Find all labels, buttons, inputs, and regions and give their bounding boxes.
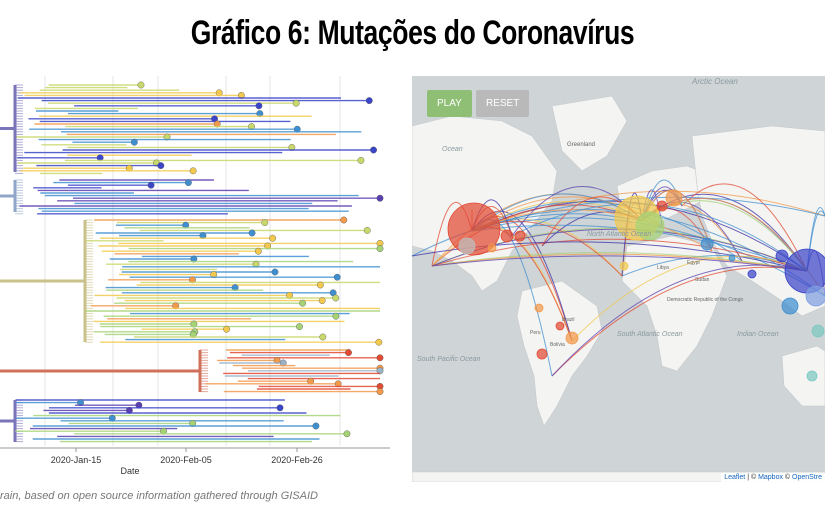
- attribution-separator: | ©: [745, 474, 759, 481]
- tree-tip: [184, 179, 192, 187]
- tree-tip: [332, 294, 340, 302]
- tree-tip: [248, 229, 256, 237]
- country-label-egypt: Egypt: [687, 260, 700, 266]
- tree-tip: [189, 167, 197, 175]
- tree-tip: [147, 181, 155, 189]
- transmission-arc: [681, 183, 808, 272]
- openstreetmap-link[interactable]: OpenStre: [792, 474, 822, 481]
- case-bubble[interactable]: [619, 261, 629, 271]
- country-label-peru: Peru: [530, 330, 541, 336]
- transmission-arc: [431, 255, 808, 272]
- tree-tip: [340, 216, 348, 224]
- ocean-label-south-pacific: South Pacific Ocean: [417, 356, 481, 363]
- country-label-drc: Democratic Republic of the Congo: [667, 297, 743, 303]
- case-bubble[interactable]: [500, 229, 514, 243]
- case-bubble[interactable]: [487, 243, 497, 253]
- tree-tip: [130, 138, 138, 146]
- tree-tip: [357, 157, 365, 164]
- country-label-libya: Libya: [657, 265, 669, 271]
- transmission-arc: [551, 266, 808, 377]
- tree-tip: [343, 430, 351, 438]
- transmission-arc: [571, 255, 808, 342]
- tree-tip: [370, 146, 377, 154]
- case-bubble[interactable]: [781, 297, 799, 315]
- tree-tip: [269, 234, 277, 242]
- ocean-label-left: Ocean: [442, 146, 463, 153]
- case-bubble[interactable]: [635, 211, 665, 241]
- tree-tip: [312, 422, 320, 430]
- transmission-arc: [471, 209, 713, 252]
- country-label-sudan: Sudan: [695, 277, 710, 283]
- tree-tip: [292, 99, 300, 107]
- greenland-landmass: [551, 95, 628, 172]
- tree-tick-label: 2020-Jan-15: [51, 455, 102, 465]
- tree-tip: [296, 323, 303, 331]
- case-bubble[interactable]: [656, 200, 668, 212]
- transmission-map[interactable]: Arctic Ocean Greenland North Atlantic Ocea…: [412, 76, 825, 482]
- transmission-arc: [471, 190, 825, 232]
- case-bubble[interactable]: [534, 303, 544, 313]
- tree-tip: [276, 404, 284, 412]
- tree-tip: [363, 226, 371, 234]
- ocean-label-south-atlantic: South Atlantic Ocean: [617, 331, 683, 338]
- world-map[interactable]: Arctic Ocean Greenland North Atlantic Ocea…: [412, 76, 825, 482]
- country-label-brazil: Brazil: [562, 317, 575, 323]
- case-bubble[interactable]: [806, 370, 818, 382]
- tree-tip: [255, 102, 263, 110]
- map-attribution: Leaflet | © Mapbox © OpenStre: [721, 473, 825, 482]
- tree-tip: [376, 388, 384, 395]
- page-title: Gráfico 6: Mutações do Coronavírus: [190, 14, 635, 52]
- case-bubble[interactable]: [458, 237, 476, 255]
- ocean-label-north-atlantic: North Atlantic Ocean: [587, 231, 651, 238]
- transmission-arc: [431, 252, 808, 272]
- case-bubble[interactable]: [555, 321, 565, 331]
- source-caption: rain, based on open source information g…: [0, 490, 318, 502]
- australia-landmass: [781, 345, 825, 407]
- tree-tip: [375, 338, 383, 346]
- tree-tip: [332, 312, 340, 320]
- case-bubble[interactable]: [805, 285, 825, 307]
- tree-tip: [345, 349, 352, 356]
- attribution-separator-2: ©: [782, 474, 793, 481]
- case-bubble[interactable]: [665, 189, 683, 207]
- reset-button[interactable]: RESET: [476, 90, 530, 117]
- tree-tip: [376, 194, 384, 202]
- ocean-label-indian: Indian Ocean: [737, 331, 779, 338]
- phylogenetic-tree: 2020-Jan-15 2020-Feb-05 2020-Feb-26 Date: [0, 76, 390, 486]
- play-button[interactable]: PLAY: [427, 90, 472, 117]
- tree-tip: [318, 297, 326, 305]
- tree-tip: [365, 97, 373, 104]
- tree-tip: [254, 247, 262, 255]
- tree-tip: [137, 81, 145, 89]
- tree-tip: [319, 333, 327, 341]
- case-bubble[interactable]: [536, 348, 548, 360]
- case-bubble[interactable]: [700, 237, 714, 251]
- country-label-greenland: Greenland: [567, 142, 595, 148]
- south-america-landmass: [516, 280, 603, 427]
- case-bubble[interactable]: [811, 324, 825, 338]
- tree-tip: [299, 299, 307, 307]
- tree-tick-label: 2020-Feb-05: [160, 455, 212, 465]
- tree-tip: [261, 219, 269, 227]
- tree-x-label: Date: [120, 466, 139, 476]
- tree-tip: [157, 162, 165, 170]
- tree-tip: [333, 273, 341, 281]
- country-label-bolivia: Bolivia: [550, 342, 565, 348]
- case-bubble[interactable]: [747, 269, 757, 279]
- tree-tip: [376, 245, 384, 253]
- case-bubble[interactable]: [565, 331, 579, 345]
- transmission-arc: [431, 253, 808, 272]
- tree-tick-label: 2020-Feb-26: [271, 455, 323, 465]
- tree-tip: [223, 325, 231, 333]
- tree-tip: [271, 268, 279, 276]
- case-bubble[interactable]: [728, 254, 736, 262]
- mapbox-link[interactable]: Mapbox: [758, 474, 783, 481]
- tree-tip: [316, 281, 324, 289]
- leaflet-link[interactable]: Leaflet: [724, 474, 746, 481]
- tree-tip: [376, 354, 384, 362]
- case-bubble[interactable]: [514, 230, 526, 242]
- case-bubble[interactable]: [775, 249, 789, 263]
- ocean-label-arctic: Arctic Ocean: [691, 77, 738, 86]
